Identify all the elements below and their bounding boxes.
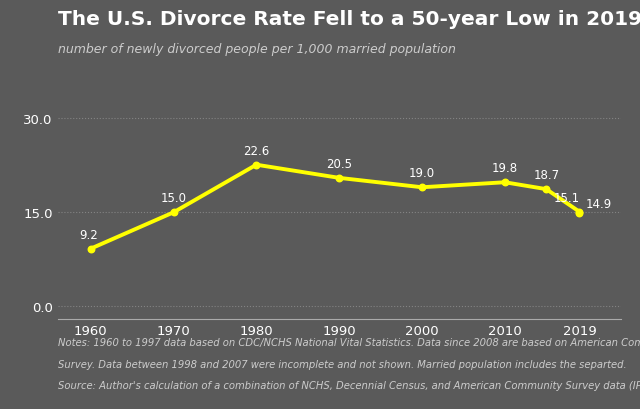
Text: 20.5: 20.5 xyxy=(326,157,352,170)
Point xyxy=(86,246,96,252)
Text: 22.6: 22.6 xyxy=(243,144,269,157)
Point xyxy=(574,210,584,217)
Point xyxy=(541,187,552,193)
Text: 14.9: 14.9 xyxy=(586,198,612,211)
Text: 15.1: 15.1 xyxy=(554,191,580,204)
Text: 19.8: 19.8 xyxy=(492,162,518,175)
Text: Source: Author's calculation of a combination of NCHS, Decennial Census, and Ame: Source: Author's calculation of a combin… xyxy=(58,380,640,390)
Point xyxy=(334,175,344,182)
Text: Notes: 1960 to 1997 data based on CDC/NCHS National Vital Statistics. Data since: Notes: 1960 to 1997 data based on CDC/NC… xyxy=(58,337,640,347)
Text: 18.7: 18.7 xyxy=(533,169,559,182)
Point xyxy=(500,180,510,186)
Text: Survey. Data between 1998 and 2007 were incomplete and not shown. Married popula: Survey. Data between 1998 and 2007 were … xyxy=(58,359,626,369)
Text: number of newly divorced people per 1,000 married population: number of newly divorced people per 1,00… xyxy=(58,43,456,56)
Text: 9.2: 9.2 xyxy=(79,228,98,241)
Point xyxy=(168,209,179,216)
Point xyxy=(417,184,427,191)
Point xyxy=(574,209,584,216)
Text: The U.S. Divorce Rate Fell to a 50-year Low in 2019: The U.S. Divorce Rate Fell to a 50-year … xyxy=(58,10,640,29)
Text: 19.0: 19.0 xyxy=(409,167,435,180)
Point xyxy=(252,162,262,169)
Text: 15.0: 15.0 xyxy=(161,192,186,204)
